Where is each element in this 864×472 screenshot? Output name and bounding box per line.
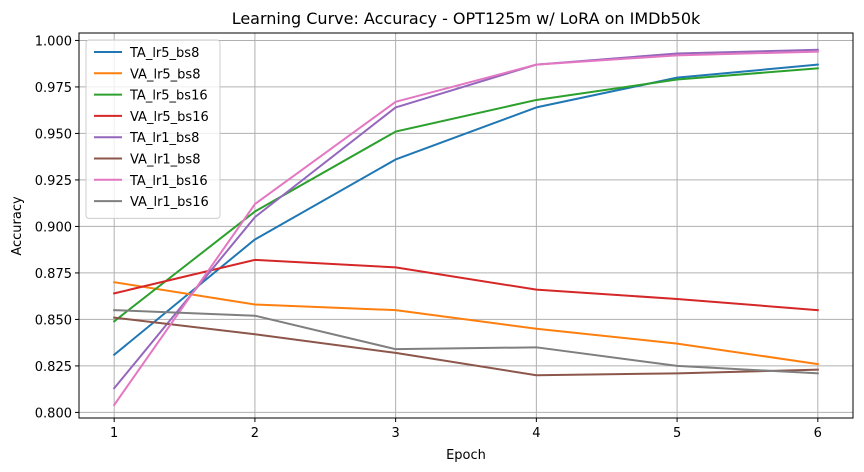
y-tick-label: 0.900 [35,220,72,235]
legend-label-ta-lr1-bs16: TA_lr1_bs16 [129,174,208,189]
x-tick-label: 1 [110,426,118,441]
y-tick-label: 0.875 [35,267,72,282]
y-tick-label: 1.000 [35,34,72,49]
plot-frame [78,32,854,419]
y-tick-label: 0.950 [35,127,72,142]
series-line-ta-lr5-bs8 [112,63,819,357]
x-tick-label: 3 [391,426,399,441]
y-tick-label: 0.825 [35,360,72,375]
legend-label-va-lr1-bs8: VA_lr1_bs8 [130,153,200,168]
x-tick-label: 4 [532,426,540,441]
x-tick-label: 5 [673,426,681,441]
x-axis-label: Epoch [446,448,486,463]
x-tick-label: 2 [251,426,259,441]
series-line-ta-lr5-bs16 [112,67,819,323]
y-axis-label: Accuracy [10,196,25,256]
series-line-ta-lr1-bs16 [112,50,819,407]
series-line-ta-lr1-bs8 [112,48,819,390]
legend-label-va-lr5-bs16: VA_lr5_bs16 [130,110,209,125]
series-lines [112,48,819,407]
x-tick-label: 6 [814,426,822,441]
axis-ticks: 1 2 3 4 5 6 0.800 0.825 0.850 0.875 0.900 0.925 0.95… [35,34,822,441]
legend-label-ta-lr5-bs16: TA_lr5_bs16 [129,89,208,104]
y-tick-label: 0.850 [35,313,72,328]
series-line-va-lr1-bs8 [113,316,819,377]
legend-label-ta-lr5-bs8: TA_lr5_bs8 [129,46,199,61]
series-line-va-lr5-bs16 [112,258,819,312]
series-line-va-lr5-bs8 [113,281,819,366]
legend: TA_lr5_bs8 VA_lr5_bs8 TA_lr5_bs16 VA_lr5_bs… [85,39,221,219]
chart-title: Learning Curve: Accuracy - OPT125m w/ Lo… [232,9,701,28]
y-tick-label: 0.975 [35,81,72,96]
legend-label-ta-lr1-bs8: TA_lr1_bs8 [129,131,199,146]
legend-box [85,39,221,219]
y-tick-label: 0.800 [35,406,72,421]
legend-label-va-lr5-bs8: VA_lr5_bs8 [130,67,200,82]
y-tick-label: 0.925 [35,174,72,189]
series-line-va-lr1-bs16 [113,309,819,375]
legend-label-va-lr1-bs16: VA_lr1_bs16 [130,195,209,210]
